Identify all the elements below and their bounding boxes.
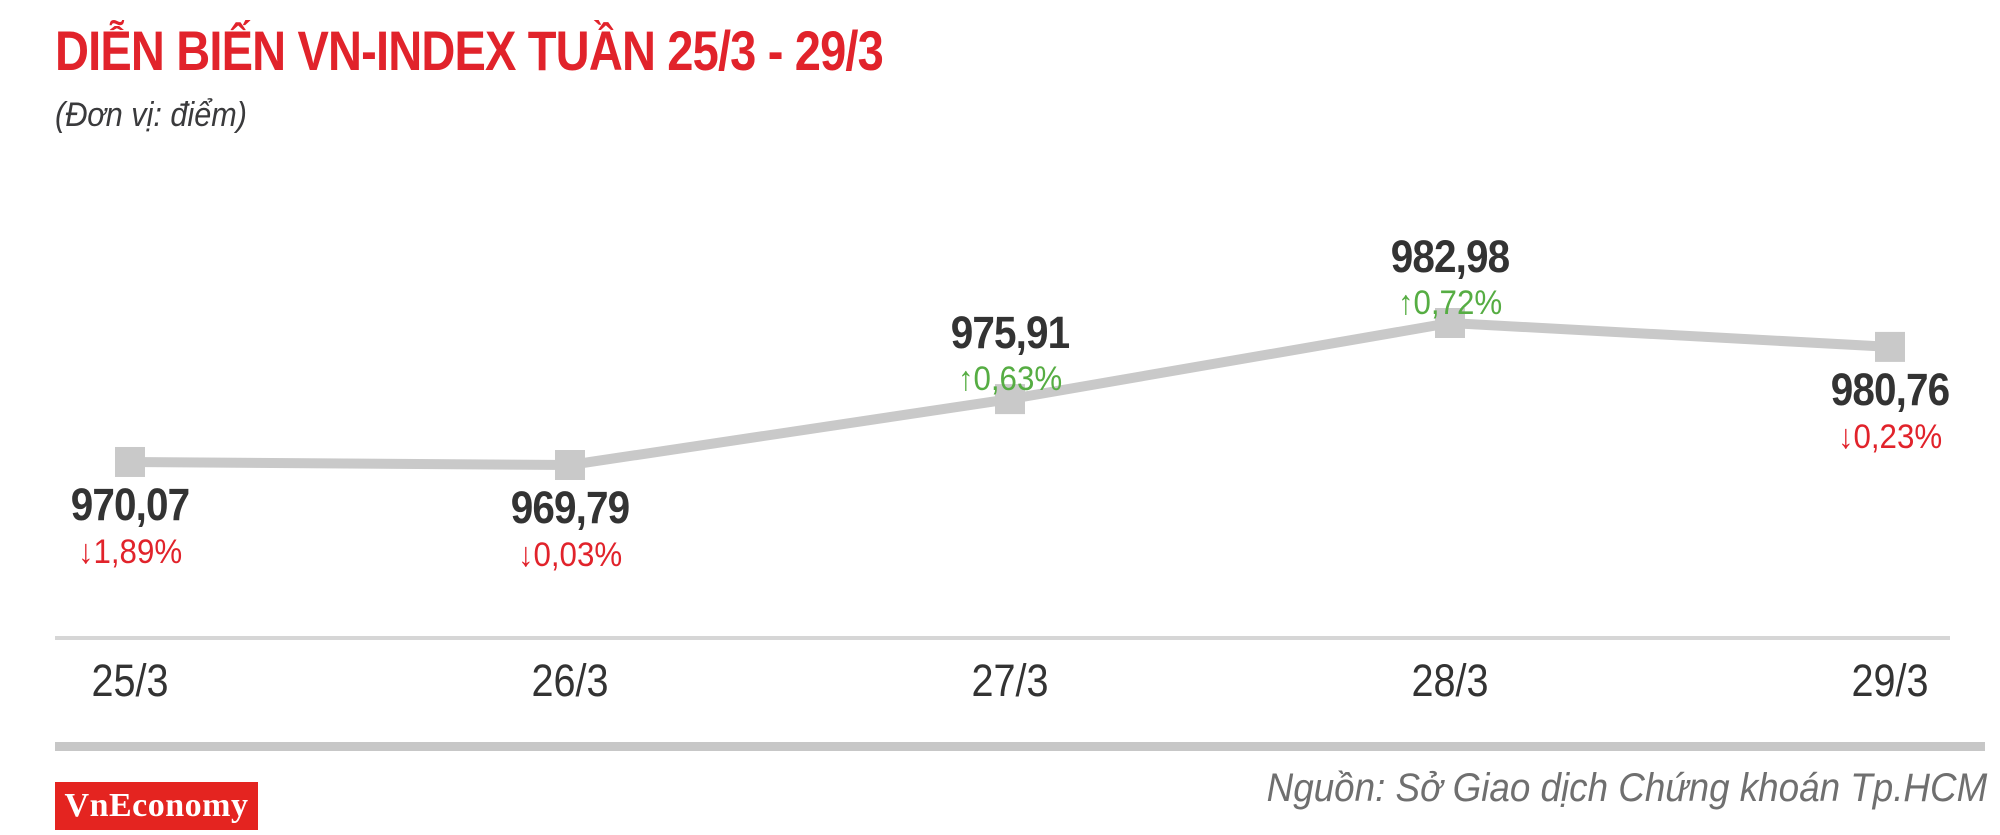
point-change-label: ↓0,03% (423, 536, 717, 575)
data-point-marker (1875, 331, 1905, 362)
point-change-label: ↓0,23% (1743, 418, 2000, 457)
x-axis-label: 28/3 (1411, 655, 1489, 706)
unit-note: (Đơn vị: điểm) (55, 96, 247, 134)
data-point-marker (555, 450, 585, 480)
point-value-label: 969,79 (510, 482, 630, 533)
x-axis-label: 27/3 (971, 655, 1049, 706)
data-point-marker (115, 446, 145, 477)
up-arrow-icon: ↑ (1397, 284, 1414, 322)
x-axis-line (55, 636, 1950, 640)
x-axis-label: 26/3 (531, 655, 609, 706)
change-percent-text: 1,89% (93, 532, 183, 571)
page-title: DIỄN BIẾN VN-INDEX TUẦN 25/3 - 29/3 (55, 19, 884, 82)
point-value-label: 980,76 (1830, 363, 1950, 415)
data-point-marker (1435, 308, 1465, 338)
down-arrow-icon: ↓ (77, 532, 94, 571)
change-percent-text: 0,03% (533, 536, 623, 574)
footer-divider (55, 742, 1985, 751)
down-arrow-icon: ↓ (1837, 417, 1854, 456)
down-arrow-icon: ↓ (517, 536, 534, 574)
point-value-label: 970,07 (70, 478, 190, 530)
up-arrow-icon: ↑ (957, 360, 974, 399)
point-change-label: ↑0,72% (1303, 284, 1597, 323)
data-point-marker (995, 384, 1025, 415)
change-percent-text: 0,72% (1413, 284, 1503, 322)
vneconomy-logo-label: VnEconomy (64, 787, 249, 824)
change-percent-text: 0,23% (1853, 417, 1943, 456)
vneconomy-logo: VnEconomy (55, 782, 258, 830)
source-text: Nguồn: Sở Giao dịch Chứng khoán Tp.HCM (1266, 766, 1987, 810)
change-percent-text: 0,63% (973, 360, 1063, 399)
point-value-label: 982,98 (1390, 231, 1510, 282)
point-change-label: ↑0,63% (863, 360, 1157, 399)
point-value-label: 975,91 (950, 307, 1070, 359)
x-axis-label: 29/3 (1851, 655, 1929, 706)
point-change-label: ↓1,89% (0, 533, 277, 572)
x-axis-label: 25/3 (91, 655, 169, 706)
